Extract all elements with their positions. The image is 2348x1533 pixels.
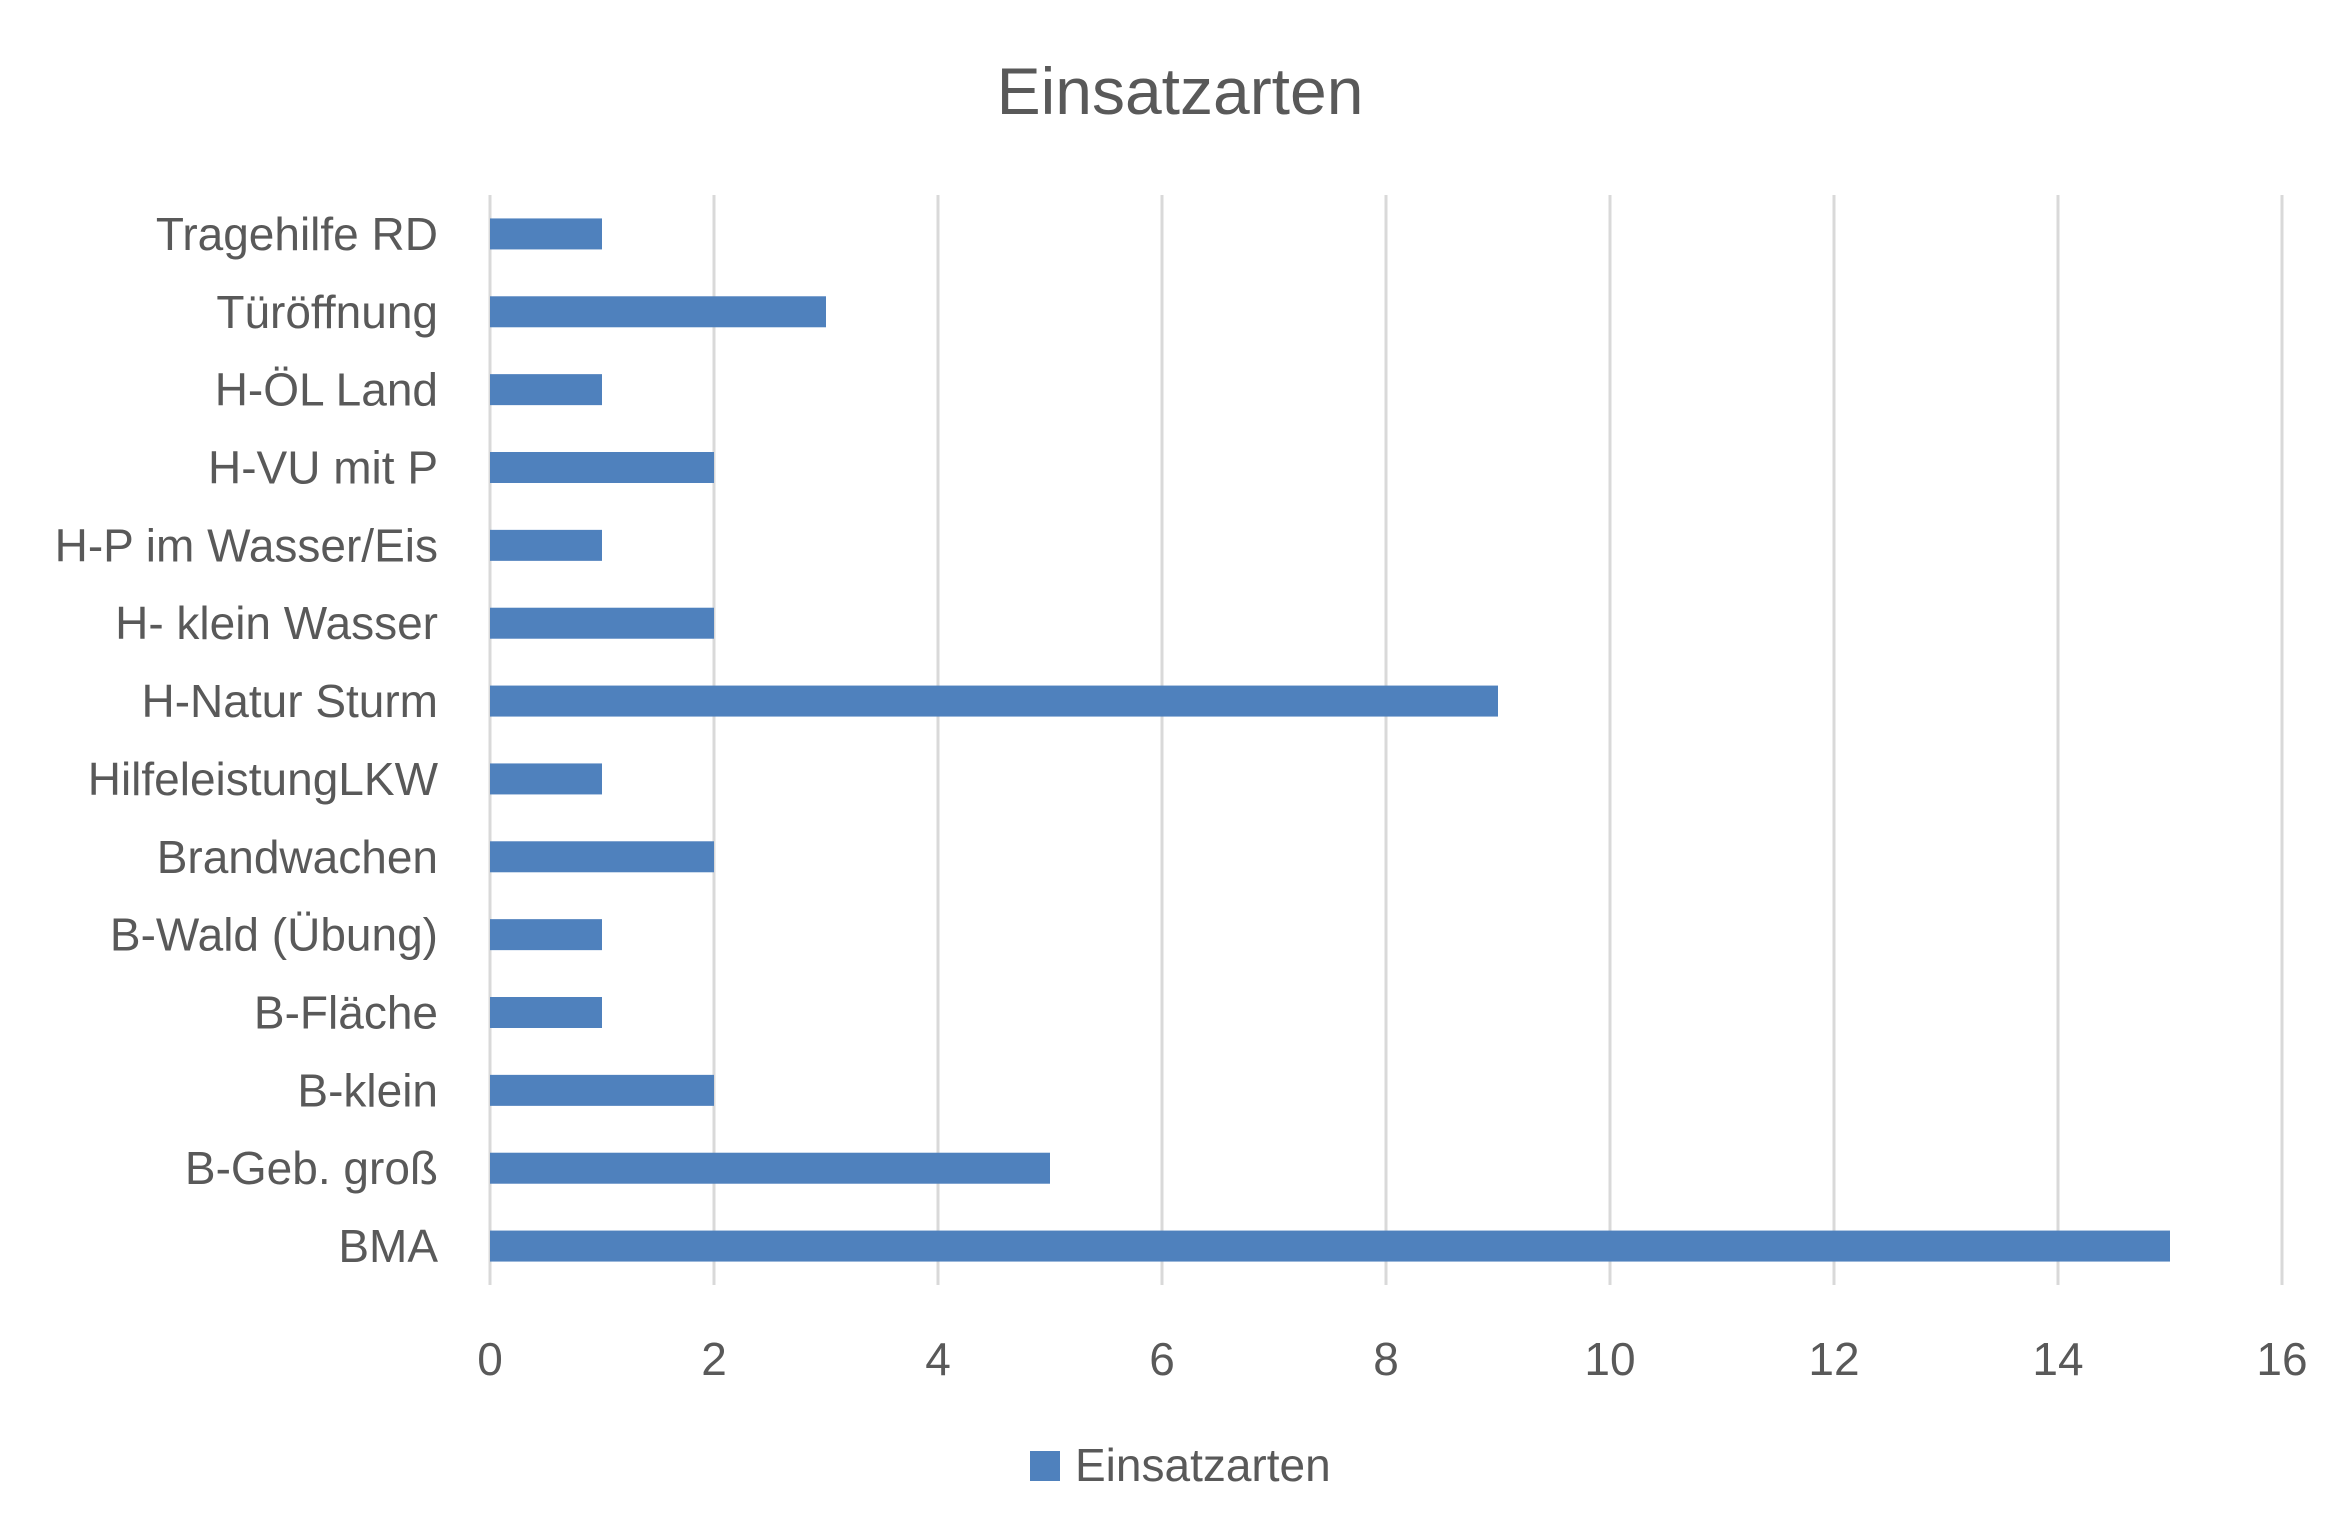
bar bbox=[490, 1152, 1050, 1184]
category-label: B-Geb. groß bbox=[185, 1142, 438, 1194]
category-label: H-VU mit P bbox=[208, 442, 438, 494]
bar bbox=[490, 607, 714, 639]
x-tick-label: 2 bbox=[701, 1333, 727, 1385]
category-label: H-P im Wasser/Eis bbox=[55, 519, 438, 571]
category-label: BMA bbox=[338, 1220, 438, 1272]
bar bbox=[490, 1230, 2170, 1262]
bar bbox=[490, 997, 602, 1028]
x-tick-label: 0 bbox=[477, 1333, 503, 1385]
category-label: B-klein bbox=[297, 1064, 438, 1116]
legend-swatch bbox=[1030, 1451, 1060, 1481]
bar bbox=[490, 841, 714, 873]
category-label: H- klein Wasser bbox=[115, 597, 438, 649]
x-tick-label: 16 bbox=[2256, 1333, 2307, 1385]
category-label: B-Fläche bbox=[254, 987, 438, 1039]
category-label: Tragehilfe RD bbox=[156, 208, 438, 260]
bar bbox=[490, 763, 602, 795]
grid-lines bbox=[488, 195, 2284, 1285]
bar bbox=[490, 374, 602, 406]
bar bbox=[490, 919, 602, 951]
category-label: H-Natur Sturm bbox=[142, 675, 438, 727]
x-tick-label: 12 bbox=[1808, 1333, 1859, 1385]
category-label: B-Wald (Übung) bbox=[110, 909, 438, 961]
legend-label: Einsatzarten bbox=[1075, 1439, 1331, 1491]
x-tick-label: 8 bbox=[1373, 1333, 1399, 1385]
chart-title: Einsatzarten bbox=[997, 54, 1364, 128]
category-labels: Tragehilfe RD Türöffnung H-ÖL Land H-VU mit… bbox=[55, 208, 439, 1272]
x-tick-label: 4 bbox=[925, 1333, 951, 1385]
category-label: Brandwachen bbox=[157, 831, 438, 883]
category-label: Türöffnung bbox=[216, 286, 438, 338]
category-label: H-ÖL Land bbox=[215, 364, 438, 416]
x-tick-label: 6 bbox=[1149, 1333, 1175, 1385]
bar bbox=[490, 452, 714, 483]
bar bbox=[490, 529, 602, 561]
x-axis-tick-labels: 0 2 4 6 8 10 12 14 16 bbox=[477, 1333, 2307, 1385]
bar bbox=[490, 218, 602, 250]
bar bbox=[490, 685, 1498, 717]
bars bbox=[490, 218, 2170, 1262]
legend: Einsatzarten bbox=[1030, 1439, 1331, 1491]
x-tick-label: 14 bbox=[2032, 1333, 2083, 1385]
bar bbox=[490, 1074, 714, 1106]
bar bbox=[490, 296, 826, 328]
x-tick-label: 10 bbox=[1584, 1333, 1635, 1385]
category-label: HilfeleistungLKW bbox=[88, 753, 439, 805]
